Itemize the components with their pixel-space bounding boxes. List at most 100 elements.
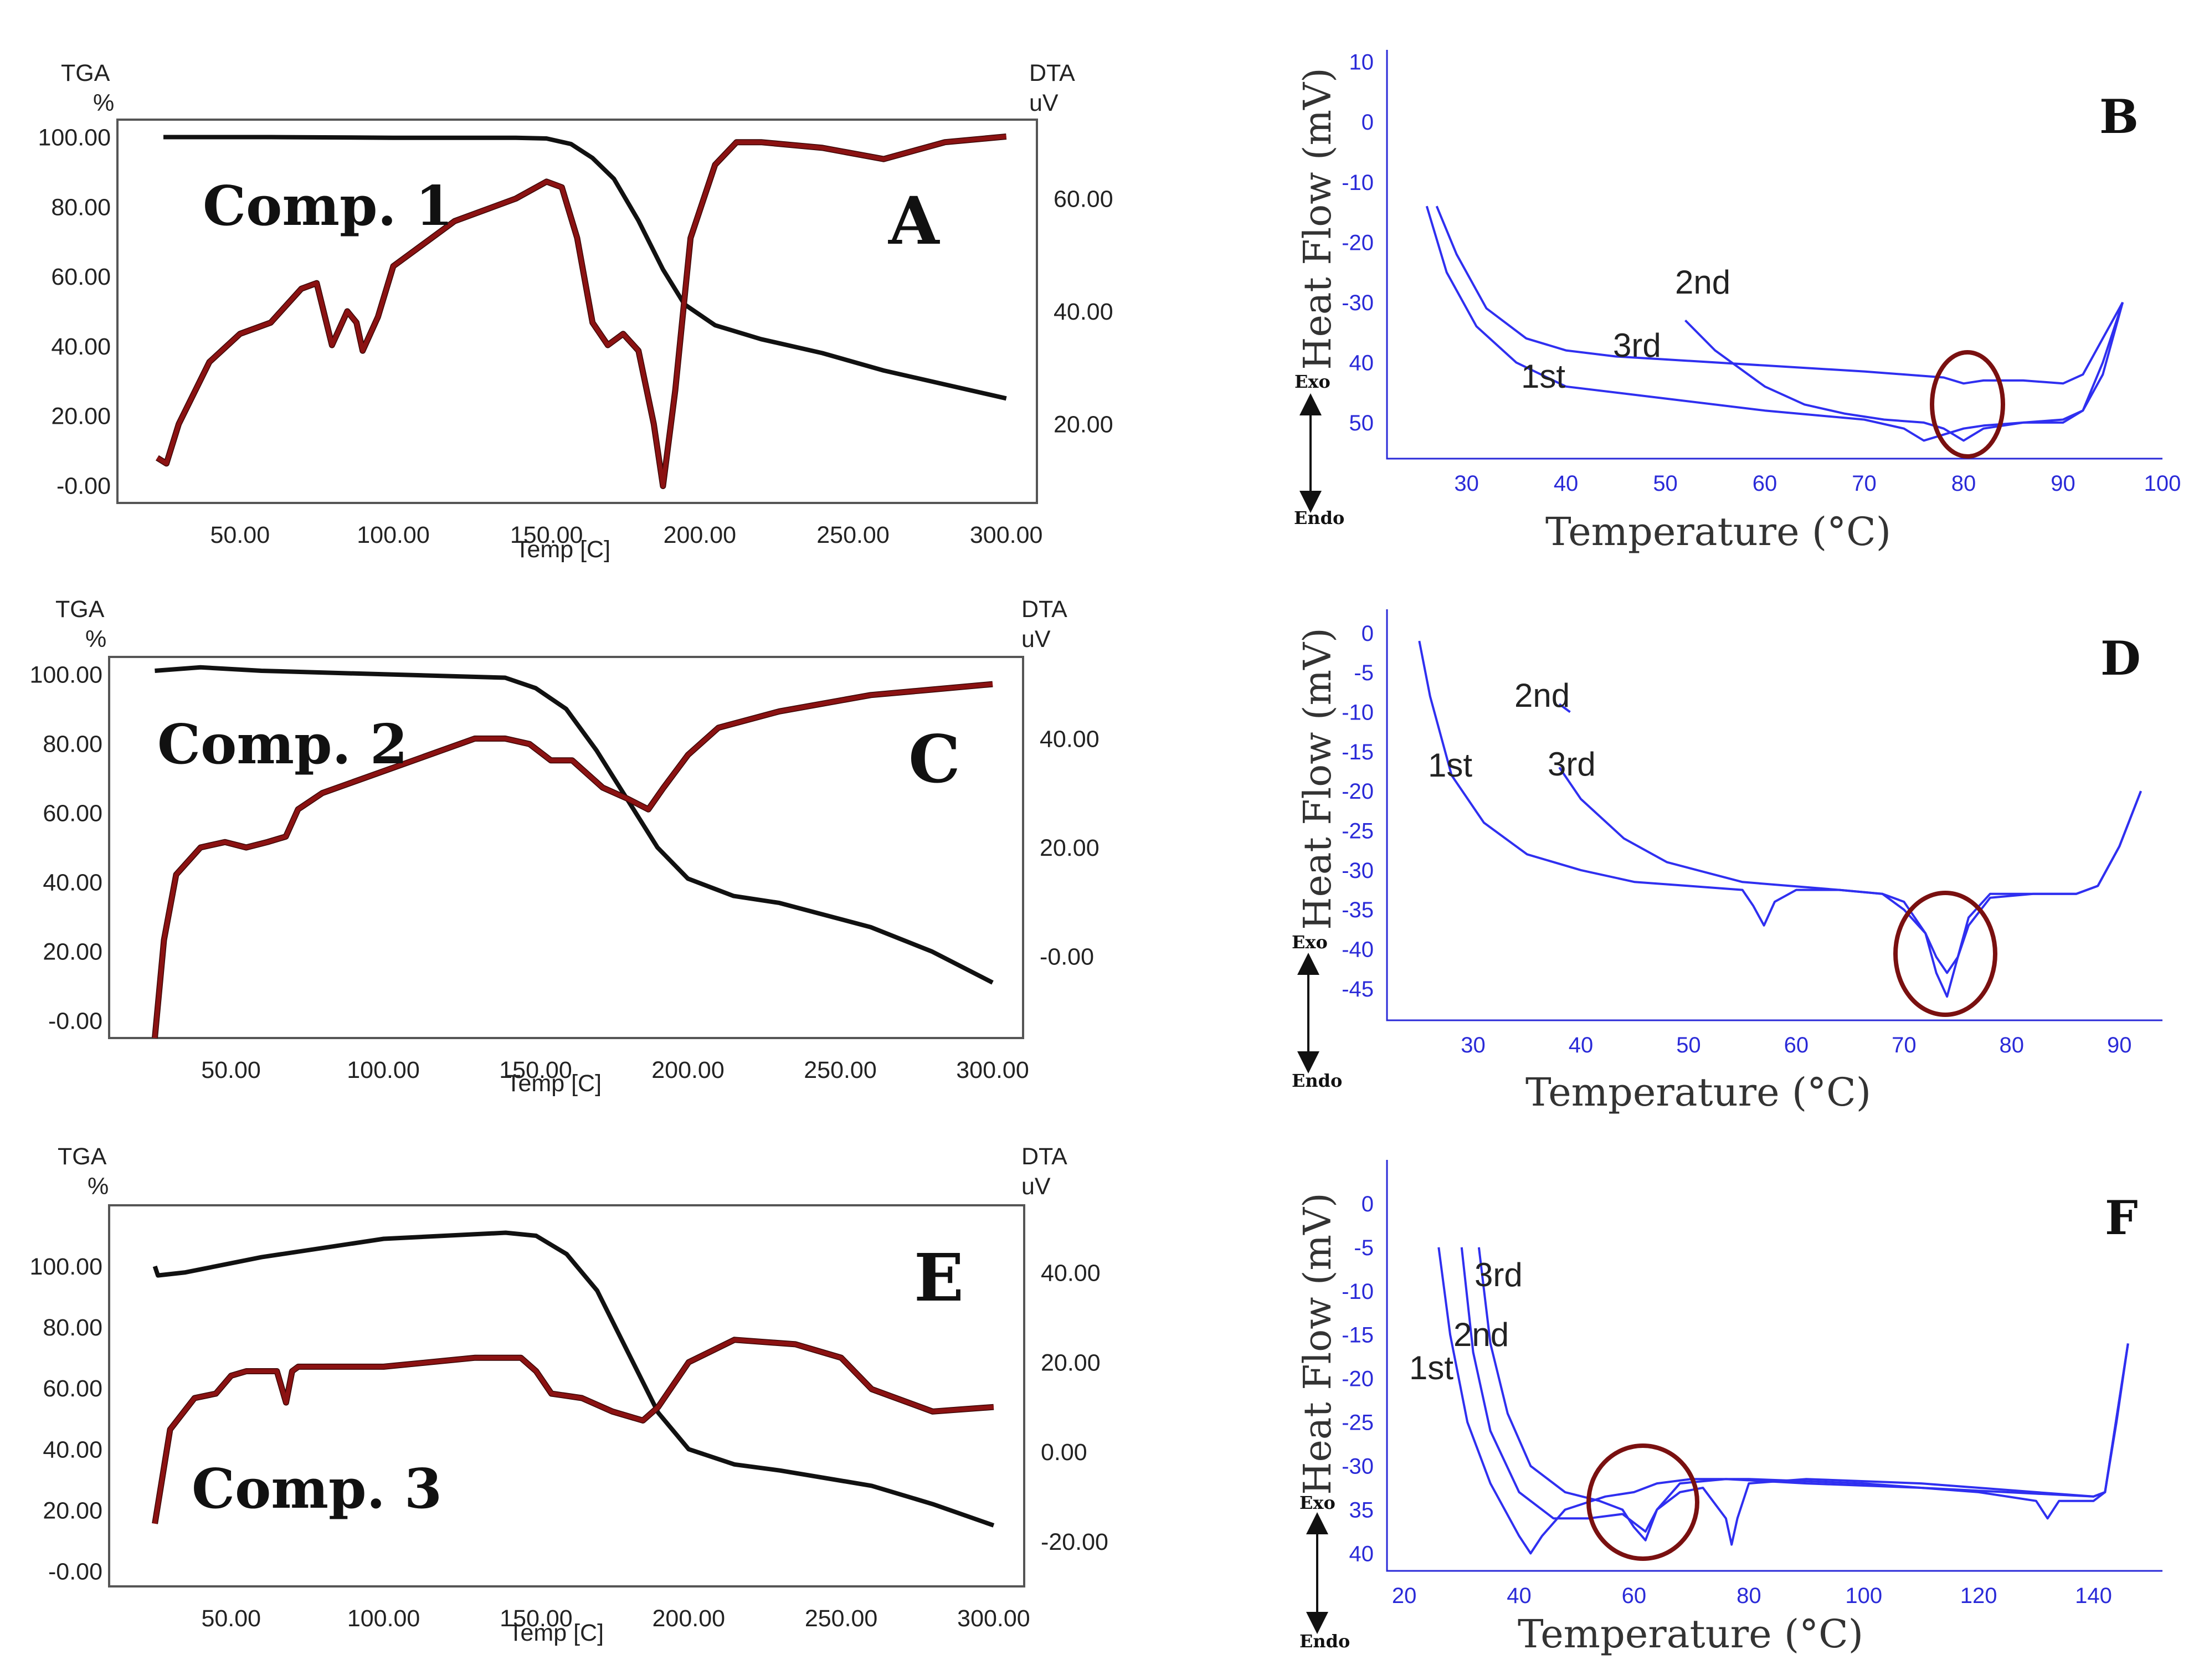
y-tick-label: 10 [1349, 50, 1374, 75]
y-tick-label: -10 [1342, 171, 1374, 195]
series-layer [152, 665, 994, 1039]
y-right-title: DTA [1029, 60, 1075, 86]
y-tick-label: -15 [1342, 740, 1374, 764]
y-left-unit: % [85, 626, 106, 653]
x-tick-label: 90 [2107, 1033, 2132, 1057]
panel-letter: B [2099, 89, 2139, 144]
x-tick-label: 80 [2000, 1033, 2025, 1057]
dta-series-line [152, 682, 993, 1039]
compound-label: Comp. 2 [157, 713, 408, 777]
dsc-series-line [1684, 302, 2124, 442]
y-tick-label: -5 [1354, 1236, 1374, 1260]
x-tick-label: 40 [1554, 471, 1579, 496]
run-label: 2nd [1675, 264, 1730, 301]
y-tick-label: -40 [1342, 938, 1374, 962]
dta-series-line [152, 1337, 994, 1524]
tga-series-line [155, 665, 994, 985]
y-left-tick-label: 60.00 [43, 800, 102, 826]
x-tick-label: 40 [1569, 1033, 1594, 1057]
y-right-tick-label: 60.00 [1054, 186, 1113, 212]
y-tick-label: 0 [1362, 1192, 1374, 1216]
y-left-unit: % [88, 1173, 109, 1200]
y-axis-title: Heat Flow (mV) [1296, 628, 1340, 929]
y-right-tick-label: -0.00 [1040, 944, 1094, 970]
x-tick-label: 50.00 [210, 522, 270, 548]
y-tick-label: -35 [1342, 898, 1374, 922]
x-tick-label: 30 [1461, 1033, 1486, 1057]
exo-label: Exo [1294, 371, 1330, 392]
x-tick-label: 250.00 [816, 522, 890, 548]
y-left-tick-label: -0.00 [48, 1008, 102, 1035]
x-axis-title: Temp [C] [506, 1070, 602, 1097]
x-tick-label: 150.00 [510, 522, 583, 548]
y-left-tick-label: 80.00 [43, 1314, 102, 1341]
series-layer [152, 1230, 995, 1528]
x-tick-label: 300.00 [957, 1605, 1030, 1632]
x-tick-label: 20 [1392, 1584, 1417, 1608]
run-label: 3rd [1548, 746, 1596, 783]
y-left-tick-label: 40.00 [43, 870, 102, 896]
series-layer [1437, 1247, 2129, 1555]
y-tick-labels: 0 -5 -10 -15 -20 -25 -30 -35 -40 -45 [1342, 621, 1374, 1001]
y-left-tick-label: -0.00 [48, 1558, 102, 1585]
highlight-circle [1893, 891, 1997, 1017]
y-tick-label: -5 [1354, 661, 1374, 685]
compound-label: Comp. 1 [203, 174, 453, 238]
y-left-tick-label: 80.00 [43, 731, 102, 757]
x-axis-title: Temp [C] [508, 1620, 604, 1646]
x-tick-label: 300.00 [970, 522, 1043, 548]
axes [1386, 1160, 2162, 1572]
endo-label: Endo [1292, 1070, 1342, 1091]
y-tick-label: -30 [1342, 291, 1374, 315]
y-tick-label: -30 [1342, 859, 1374, 883]
y-left-tick-label: -0.00 [56, 473, 111, 500]
run-label: 3rd [1475, 1256, 1523, 1293]
dsc-series-line [1437, 1247, 2129, 1555]
x-tick-label: 150.00 [499, 1057, 572, 1083]
x-tick-label: 60 [1784, 1033, 1809, 1057]
y-left-title: TGA [58, 1143, 107, 1170]
x-tick-label: 200.00 [651, 1057, 725, 1083]
y-tick-label: -10 [1342, 1280, 1374, 1304]
dsc-series-line [1558, 767, 2142, 998]
y-right-tick-labels: 60.00 40.00 20.00 [1054, 186, 1113, 438]
y-right-tick-label: -20.00 [1041, 1529, 1108, 1555]
x-tick-label: 100.00 [347, 1057, 420, 1083]
y-right-tick-label: 20.00 [1040, 835, 1100, 861]
x-axis-title: Temperature (°C) [1525, 1070, 1871, 1115]
y-tick-labels: 0 -5 -10 -15 -20 -25 -30 35 40 [1342, 1192, 1374, 1566]
y-left-unit: % [93, 90, 114, 116]
run-label: 1st [1521, 358, 1565, 395]
dsc-series-line [1460, 1247, 2129, 1546]
y-right-tick-labels: 40.00 20.00 -0.00 [1040, 726, 1100, 970]
endo-label: Endo [1294, 507, 1344, 528]
tga-series-line [152, 1230, 995, 1528]
panel-c: 50.00 100.00 150.00 200.00 250.00 300.00 100.… [29, 596, 1099, 1097]
axes [1386, 609, 2162, 1021]
x-tick-labels: 50.00 100.00 150.00 200.00 250.00 300.00 [201, 1605, 1030, 1632]
y-right-title: DTA [1021, 596, 1067, 623]
x-tick-label: 90 [2051, 471, 2075, 496]
x-tick-label: 30 [1454, 471, 1479, 496]
x-tick-label: 250.00 [805, 1605, 878, 1632]
highlight-circle [1930, 350, 2005, 459]
y-axis-title: Heat Flow (mV) [1296, 1193, 1340, 1494]
y-tick-label: -25 [1342, 819, 1374, 844]
y-tick-label: -30 [1342, 1455, 1374, 1479]
x-tick-label: 50 [1653, 471, 1678, 496]
x-tick-label: 60 [1753, 471, 1777, 496]
y-left-tick-label: 20.00 [43, 1497, 102, 1524]
y-left-tick-labels: 100.00 80.00 60.00 40.00 20.00 -0.00 [38, 124, 111, 499]
dsc-series-line [1435, 205, 2124, 385]
y-axis-title: Heat Flow (mV) [1296, 68, 1340, 369]
y-tick-label: -20 [1342, 230, 1374, 255]
dta-series-line [156, 134, 1007, 489]
panel-e: 50.00 100.00 150.00 200.00 250.00 300.00 100.… [29, 1143, 1108, 1646]
x-tick-label: 120 [1960, 1584, 1997, 1608]
x-tick-label: 100.00 [357, 522, 430, 548]
run-labels: 1st 2nd 3rd [1521, 264, 1730, 395]
x-axis-title: Temperature (°C) [1545, 509, 1891, 554]
dsc-series-line [1425, 205, 2124, 442]
y-left-tick-label: 20.00 [51, 403, 111, 430]
